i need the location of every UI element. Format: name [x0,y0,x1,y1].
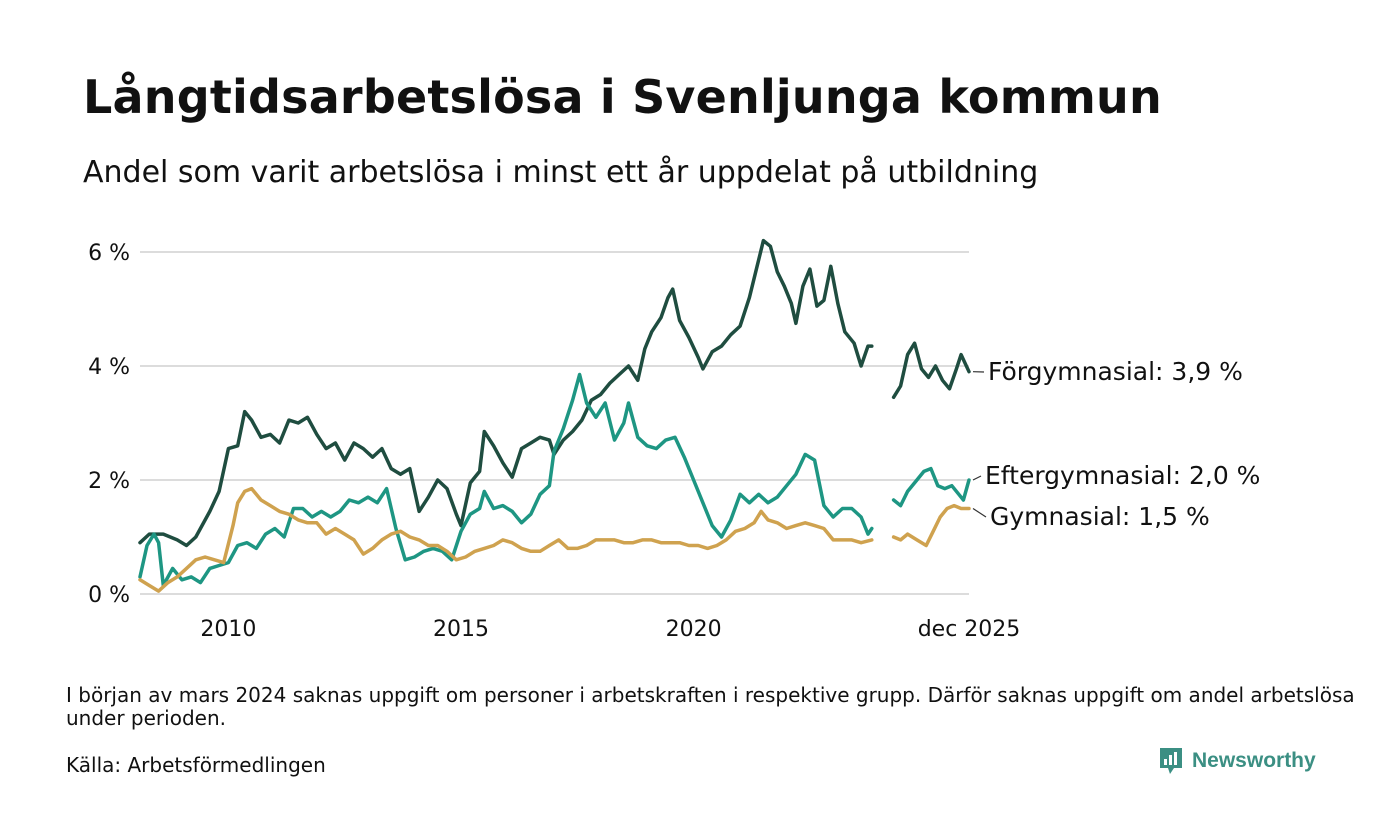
source-credit: Källa: Arbetsförmedlingen [66,753,326,777]
series-label-gymnasial: Gymnasial: 1,5 % [990,502,1210,531]
label-leader-gymnasial [972,507,987,518]
x-tick-label-1: 2015 [433,617,489,642]
chart-subtitle: Andel som varit arbetslösa i minst ett å… [83,155,1039,190]
series-line-gymnasial-segment-0 [138,486,874,593]
y-tick-label-2: 4 % [88,355,130,380]
x-axis-tick-labels: 2010 2015 2020 dec 2025 [200,617,1020,642]
x-tick-label-0: 2010 [200,617,256,642]
chart-title: Långtidsarbetslösa i Svenljunga kommun [83,70,1162,124]
newsworthy-logo[interactable]: Newsworthy [1158,746,1316,776]
newsworthy-logo-icon [1160,748,1182,774]
series-label-forgymnasial: Förgymnasial: 3,9 % [988,357,1243,386]
series-line-gymnasial-segment-1 [891,503,971,548]
x-tick-label-2: 2020 [666,617,722,642]
label-leader-eftergymnasial [972,475,982,481]
series-line-forgymnasial-segment-1 [891,341,971,400]
y-gridlines [140,251,969,595]
series-line-eftergymnasial-segment-1 [891,466,971,508]
series-label-eftergymnasial: Eftergymnasial: 2,0 % [985,461,1260,490]
series-lines [138,238,971,593]
line-chart: 0 % 2 % 4 % 6 % 2010 2015 2020 dec 2025 Förgym… [88,238,1260,642]
y-tick-label-0: 0 % [88,583,130,608]
brand-name: Newsworthy [1192,749,1316,772]
series-end-labels: Förgymnasial: 3,9 % Eftergymnasial: 2,0 %… [972,357,1260,531]
y-tick-label-3: 6 % [88,241,130,266]
series-line-forgymnasial-segment-0 [138,238,874,548]
x-tick-label-3: dec 2025 [918,617,1021,642]
footnote: I början av mars 2024 saknas uppgift om … [66,683,1355,730]
y-tick-label-1: 2 % [88,469,130,494]
series-line-eftergymnasial-segment-0 [138,372,874,588]
y-axis-tick-labels: 0 % 2 % 4 % 6 % [88,241,130,608]
